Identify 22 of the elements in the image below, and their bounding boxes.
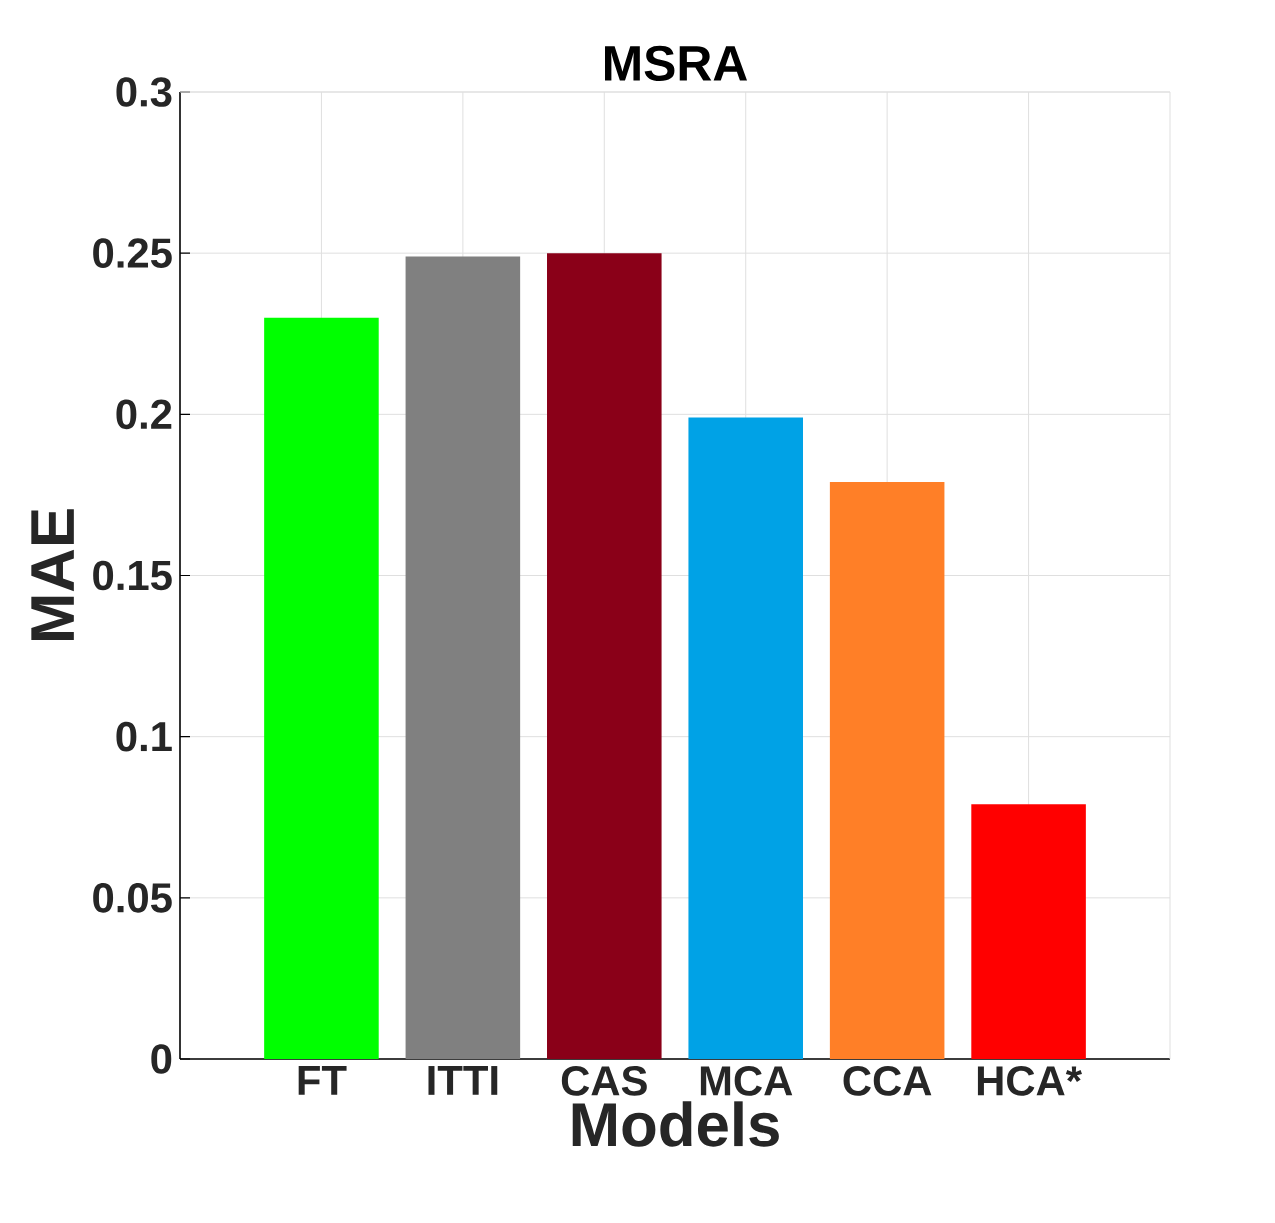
- x-tick-label: FT: [298, 1066, 347, 1095]
- y-tick-label: 0.25: [93, 238, 172, 268]
- bar: [971, 804, 1086, 1059]
- x-tick-label: MCA: [700, 1066, 793, 1096]
- y-tick-label: 0.15: [93, 560, 172, 591]
- y-tick-label: 0.05: [93, 883, 172, 913]
- x-tick-label: ITTI: [428, 1066, 498, 1095]
- bar: [829, 482, 945, 1059]
- y-axis-title: MAE: [31, 509, 74, 640]
- bar: [547, 253, 662, 1059]
- x-tick-label: HCA*: [977, 1066, 1082, 1096]
- y-tick-label: 0.1: [116, 721, 172, 752]
- x-axis-title: Models: [572, 1101, 779, 1147]
- bar: [264, 317, 379, 1059]
- x-tick-label: CAS: [561, 1066, 647, 1096]
- x-tick-label: CCA: [843, 1066, 932, 1096]
- y-tick-label: 0.2: [116, 399, 172, 430]
- y-tick-label: 0: [151, 1044, 172, 1074]
- bar: [688, 417, 803, 1059]
- chart-title: MSRA: [605, 45, 748, 82]
- y-tick-label: 0.3: [116, 77, 172, 107]
- bar: [405, 256, 521, 1059]
